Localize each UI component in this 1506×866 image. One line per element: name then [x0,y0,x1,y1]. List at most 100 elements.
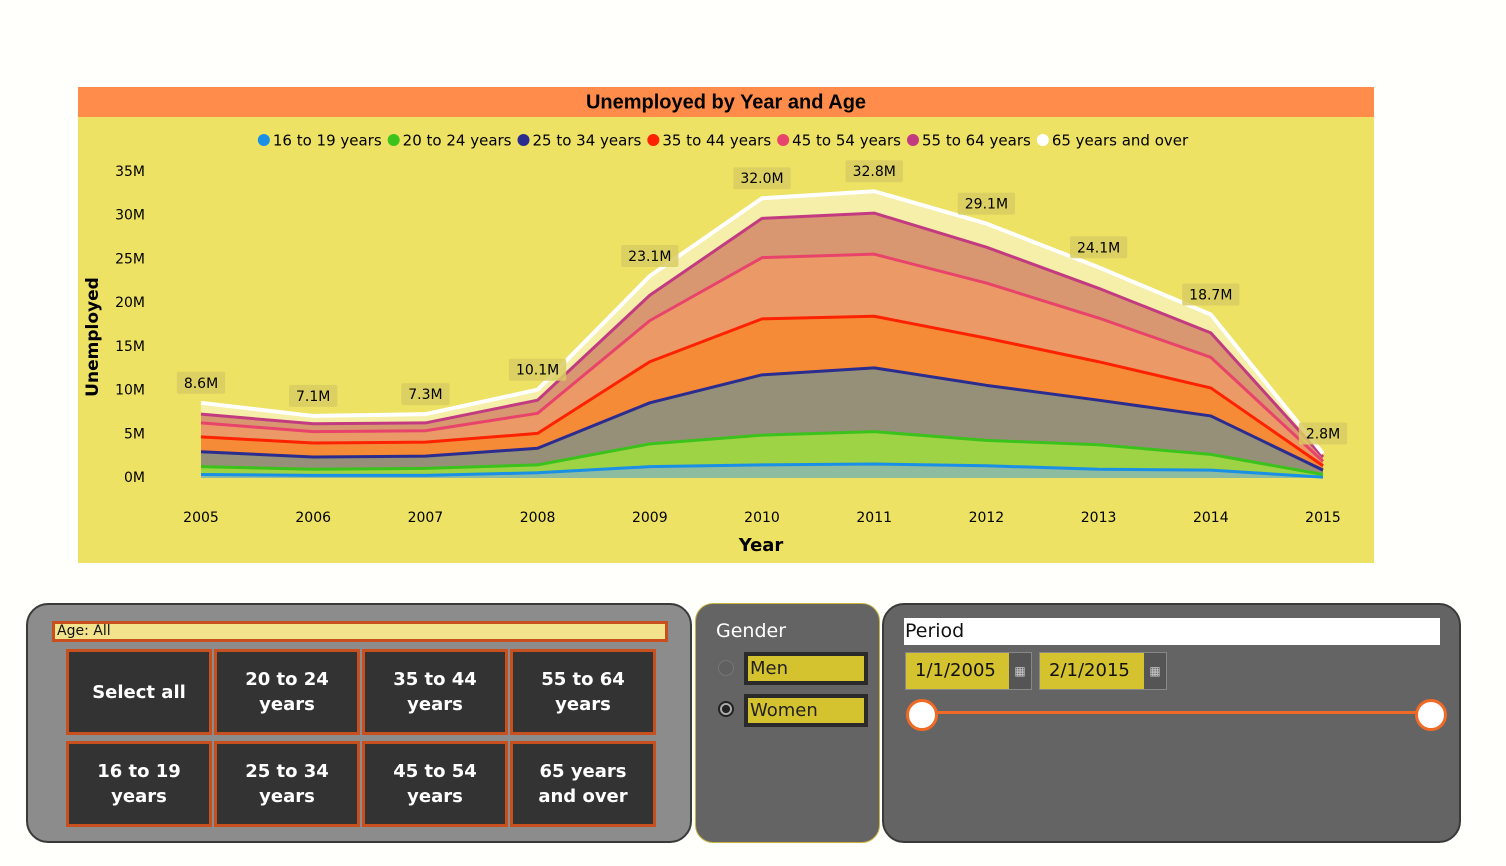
total-label: 8.6M [184,376,218,392]
legend-label: 35 to 44 years [662,132,771,150]
age-button[interactable]: Select all [66,649,212,735]
total-label: 24.1M [1077,240,1120,256]
gender-option[interactable]: Men [744,652,868,685]
total-label-background [845,160,903,183]
area-line [200,252,1325,463]
end-date: 2/1/2015 [1049,660,1130,681]
x-axis-title: Year [738,535,784,556]
age-button[interactable]: 65 years and over [510,741,656,827]
legend-marker [257,134,270,146]
total-label-background [401,383,450,406]
area-line [200,189,1325,455]
total-label: 7.3M [408,387,442,403]
end-date-input[interactable]: 2/1/2015 ▦ [1039,652,1167,690]
y-tick-label: 20M [115,295,145,311]
x-tick-label: 2015 [1305,510,1341,526]
legend-label: 16 to 19 years [273,132,382,150]
total-label-background [289,384,338,407]
total-label-background [176,371,226,394]
legend-label: 45 to 54 years [792,132,901,150]
legend-marker [387,134,400,146]
x-tick-label: 2012 [969,510,1005,526]
chart: Unemployed by Year and Age Year Unemploy… [78,87,1374,563]
total-label-background [1298,422,1348,445]
y-tick-label: 10M [115,383,145,399]
age-button[interactable]: 55 to 64 years [510,649,656,735]
age-button[interactable]: 16 to 19 years [66,741,212,827]
y-tick-label: 25M [115,251,145,267]
x-tick-label: 2010 [744,510,780,526]
y-tick-label: 30M [115,208,145,224]
total-label: 32.0M [740,171,783,187]
total-label: 10.1M [516,363,559,379]
y-tick-label: 0M [124,470,145,486]
slider-handle[interactable] [906,699,938,731]
area-line [200,314,1324,467]
legend-marker [777,134,790,146]
x-tick-label: 2007 [408,510,444,526]
legend-label: 25 to 34 years [533,132,642,150]
age-button[interactable]: 20 to 24 years [214,649,360,735]
chart-background [78,87,1374,563]
radio-button[interactable] [718,660,734,676]
total-label: 23.1M [628,249,671,265]
total-label-background [508,358,567,381]
area-fill [201,367,1323,475]
area-fill [201,213,1323,462]
legend-label: 55 to 64 years [922,132,1031,150]
total-label-background [621,245,679,268]
slicer-title: Period [904,618,1440,645]
x-tick-label: 2005 [183,510,219,526]
slicer-header: Age: All [52,621,668,642]
gender-slicer: Gender Men Women [695,603,880,843]
area-line [200,462,1324,479]
age-button[interactable]: 25 to 34 years [214,741,360,827]
x-tick-label: 2014 [1193,510,1229,526]
area-line [200,211,1325,459]
calendar-icon[interactable]: ▦ [1009,653,1031,689]
y-tick-label: 15M [115,339,145,355]
total-label-background [957,192,1016,215]
slider-track [922,711,1432,714]
radio-button[interactable] [718,701,734,717]
legend-marker [647,134,660,146]
legend-marker [906,134,919,146]
x-tick-label: 2013 [1081,510,1117,526]
total-label-background [1069,236,1128,259]
start-date-input[interactable]: 1/1/2005 ▦ [905,652,1032,690]
y-axis-title: Unemployed [83,277,103,397]
area-lines [200,189,1325,479]
area-line [200,430,1324,476]
age-button[interactable]: 45 to 54 years [362,741,508,827]
area-line [200,366,1324,472]
total-label: 18.7M [1189,288,1232,304]
title-bar [78,87,1374,117]
x-tick-label: 2008 [520,510,556,526]
slicer-title: Gender [716,620,787,642]
slider-handle[interactable] [1415,699,1447,731]
x-tick-label: 2009 [632,510,668,526]
legend-marker [517,134,530,146]
total-label: 2.8M [1306,427,1340,443]
gender-option[interactable]: Women [744,694,868,727]
area-fill [201,316,1323,471]
age-button[interactable]: 35 to 44 years [362,649,508,735]
total-label-background [733,167,791,190]
total-label: 7.1M [296,389,330,405]
legend-label: 20 to 24 years [403,132,512,150]
calendar-icon[interactable]: ▦ [1144,653,1166,689]
age-slicer: Age: All Select all 20 to 24 years 35 to… [26,603,692,843]
chart-title: Unemployed by Year and Age [586,91,866,113]
legend-marker [1036,134,1049,146]
period-slicer: Period 1/1/2005 ▦ 2/1/2015 ▦ [882,603,1461,843]
area-fill [201,191,1323,458]
area-fill [201,254,1323,466]
y-tick-label: 35M [115,164,145,180]
start-date: 1/1/2005 [915,660,996,681]
x-tick-label: 2006 [295,510,331,526]
total-label: 29.1M [965,197,1008,213]
total-label: 32.8M [853,164,896,180]
y-tick-label: 5M [124,426,145,442]
total-label-background [1182,283,1240,306]
